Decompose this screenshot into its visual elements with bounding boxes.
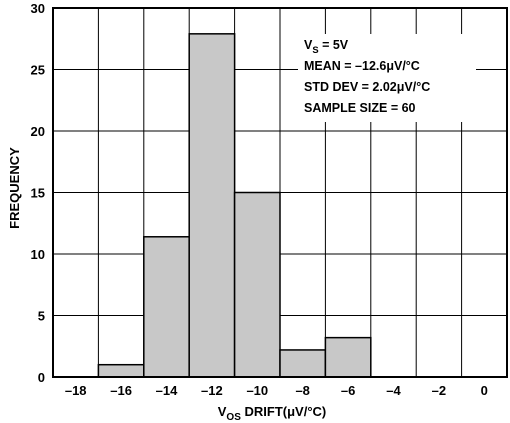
y-tick-label: 30 xyxy=(31,1,45,16)
x-axis-label: VOS DRIFT(μV/°C) xyxy=(218,404,327,423)
annotation-line-text: STD DEV = 2.02μV/°C xyxy=(304,80,430,94)
x-tick-label: –10 xyxy=(246,383,268,398)
y-tick-label: 10 xyxy=(31,247,45,262)
y-axis-label: FREQUENCY xyxy=(7,147,22,229)
y-tick-labels: 0 5 10 15 20 25 30 xyxy=(31,1,45,385)
y-tick-label: 5 xyxy=(38,309,45,324)
stats-annotation: VS = 5V MEAN = –12.6μV/°C STD DEV = 2.02μV… xyxy=(298,34,476,122)
x-axis-label-suffix: DRIFT(μV/°C) xyxy=(241,404,326,419)
x-tick-label: –4 xyxy=(386,383,401,398)
y-tick-label: 25 xyxy=(31,63,45,78)
x-axis-label-subscript: OS xyxy=(226,412,241,423)
histogram-bar xyxy=(97,363,145,378)
histogram-bars xyxy=(97,33,372,378)
x-tick-label: –6 xyxy=(341,383,355,398)
histogram-bar xyxy=(233,191,281,378)
x-tick-label: –14 xyxy=(156,383,178,398)
plot-frame xyxy=(52,7,508,378)
x-tick-label: –8 xyxy=(295,383,309,398)
x-tick-label: –18 xyxy=(65,383,87,398)
histogram-bar xyxy=(143,236,190,378)
y-tick-label: 0 xyxy=(38,370,45,385)
annotation-line: STD DEV = 2.02μV/°C xyxy=(304,80,430,94)
histogram-bar xyxy=(188,33,236,378)
histogram-bar xyxy=(279,349,327,378)
annotation-line: VS = 5V xyxy=(304,38,349,55)
x-axis-label-prefix: V xyxy=(218,404,227,419)
annotation-line: MEAN = –12.6μV/°C xyxy=(304,59,420,73)
x-tick-labels: –18 –16 –14 –12 –10 –8 –6 –4 –2 0 xyxy=(65,383,488,398)
annotation-line-text: V xyxy=(304,38,313,52)
annotation-line-text: MEAN = –12.6μV/°C xyxy=(304,59,420,73)
histogram-bar xyxy=(324,336,372,378)
y-tick-label: 20 xyxy=(31,124,45,139)
x-tick-label: 0 xyxy=(481,383,488,398)
x-tick-label: –16 xyxy=(110,383,132,398)
annotation-line: SAMPLE SIZE = 60 xyxy=(304,101,416,115)
annotation-line-text: SAMPLE SIZE = 60 xyxy=(304,101,416,115)
x-tick-label: –2 xyxy=(432,383,446,398)
y-tick-label: 15 xyxy=(31,186,45,201)
annotation-line-subscript: S xyxy=(312,45,318,55)
annotation-line-suffix: = 5V xyxy=(319,38,349,52)
annotation-background xyxy=(298,34,476,122)
x-tick-label: –12 xyxy=(201,383,223,398)
